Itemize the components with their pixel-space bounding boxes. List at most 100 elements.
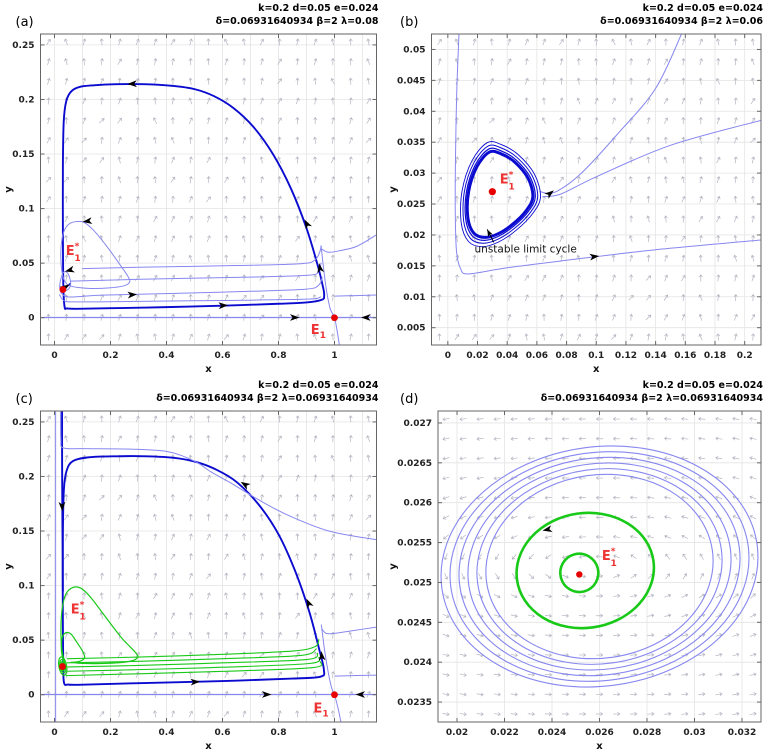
x-axis-label: x [593,364,600,375]
trajectory [320,245,340,345]
flow-arrow [361,314,371,321]
x-tick-label: 0 [51,351,57,361]
panel-b-plot: 0 0.02 0.04 0.06 0.08 0.1 0.12 0.14 0.16 0.18 0.2 0… [388,3,763,375]
tick-labels: 0 0.2 0.4 0.6 0.8 1 0 0.05 0.1 0.15 0.2 0.25 [12,418,337,738]
limit-cycle [462,144,539,244]
y-tick-label: 0.15 [12,150,34,160]
flow-arrow [589,253,600,261]
trajectory [321,626,377,635]
flow-arrow [262,691,272,698]
flow-arrow [306,598,314,609]
x-tick-label: 0.08 [555,351,577,361]
flow-arrow [190,678,201,686]
panel-title-line1: k=0.2 d=0.05 e=0.024 [258,3,379,14]
x-tick-label: 0.6 [215,728,231,738]
panel-title-line1: k=0.2 d=0.05 e=0.024 [643,380,764,391]
equilibrium-label: E* 1 [602,547,617,569]
panel-title-line2: δ=0.06931640934 β=2 λ=0.06 [600,16,763,27]
trajectory [60,276,323,298]
flow-arrow [64,265,75,273]
equilibrium-point [576,571,583,578]
flow-arrow [218,302,229,310]
y-tick-label: 0.035 [397,138,425,148]
limit-cycle [464,147,536,241]
limit-cycle [465,149,535,239]
trajectory [454,34,761,275]
trajectory [60,220,131,290]
y-tick-label: 0.2 [19,472,35,482]
y-tick-label: 0.0245 [397,618,432,628]
x-tick-label: 0.4 [159,728,175,738]
trajectory [320,624,342,722]
x-tick-label: 0.8 [271,728,287,738]
x-tick-label: 0.028 [633,728,661,738]
axis-ticks [40,411,377,722]
y-axis-label: y [388,563,399,570]
orbit-ellipse [57,656,68,676]
flow-arrows [59,80,371,321]
y-tick-label: 0.024 [404,658,432,668]
panel-label: (c) [16,392,33,407]
trajectories [41,83,377,345]
y-tick-label: 0.05 [403,45,425,55]
y-tick-label: 0.015 [397,262,425,272]
panel-title-line2: δ=0.06931640934 β=2 λ=0.08 [216,16,379,27]
flow-arrows [542,525,553,532]
equilibrium-point [59,663,66,670]
y-tick-label: 0.045 [397,76,425,86]
orbit-ellipse [559,552,600,594]
x-tick-label: 0.18 [704,351,726,361]
trajectory [60,631,86,664]
tick-labels: 0 0.02 0.04 0.06 0.08 0.1 0.12 0.14 0.16 0.18 0.2 0… [397,45,753,361]
y-tick-label: 0.15 [12,527,34,537]
trajectories [454,34,761,275]
y-tick-label: 0.2 [19,95,35,105]
y-tick-label: 0.03 [403,169,425,179]
trajectory [59,294,321,303]
y-tick-label: 0.05 [12,636,34,646]
x-tick-label: 0.6 [215,351,231,361]
tick-labels: 0 0.2 0.4 0.6 0.8 1 0 0.05 0.1 0.15 0.2 0.25 [12,41,337,361]
y-axis-label: y [4,186,15,193]
x-tick-label: 0.4 [159,351,175,361]
equilibrium-point [331,314,338,322]
panel-label: (a) [16,15,34,30]
orbit-ellipse [440,445,759,688]
orbit-ellipse [476,468,723,665]
trajectory [66,648,317,664]
axis-ticks [438,411,761,722]
flow-arrow [355,691,365,698]
trajectory [66,639,320,660]
axis-ticks [40,34,377,345]
trajectory [65,661,323,677]
y-axis-label: y [4,563,15,570]
flow-arrow [127,80,137,88]
panel-a: 0 0.2 0.4 0.6 0.8 1 0 0.05 0.1 0.15 0.2 0.25 x y E* 1 E1… [0,0,385,377]
x-tick-label: 0.04 [496,351,518,361]
y-tick-label: 0.02 [403,231,425,241]
y-tick-label: 0 [28,314,34,324]
y-tick-label: 0.027 [404,419,432,429]
annotation-text: unstable limit cycle [475,243,577,255]
y-axis-label: y [388,186,399,193]
trajectory [60,586,139,665]
trajectories [41,411,377,722]
x-tick-label: 0.024 [538,728,566,738]
y-tick-label: 0.0265 [397,459,432,469]
x-tick-label: 0.02 [446,728,468,738]
trajectory [61,455,326,686]
panel-d: 0.02 0.022 0.024 0.026 0.028 0.03 0.032 0.0235 0… [385,377,769,754]
vector-field [442,416,757,717]
equilibrium-label: E* 1 [66,242,81,264]
flow-arrow [304,219,312,230]
equilibrium-label: E* 1 [71,600,86,622]
x-tick-label: 1 [331,728,337,738]
x-tick-label: 0.026 [585,728,613,738]
x-axis-label: x [596,741,603,752]
x-tick-label: 0.02 [466,351,488,361]
panel-title-line1: k=0.2 d=0.05 e=0.024 [258,380,379,391]
x-tick-label: 1 [331,351,337,361]
panel-c: 0 0.2 0.4 0.6 0.8 1 0 0.05 0.1 0.15 0.2 0.25 x y E* 1 E1… [0,377,385,754]
tick-labels: 0.02 0.022 0.024 0.026 0.028 0.03 0.032 0.0235 0… [397,419,756,738]
flow-arrow [318,651,326,661]
